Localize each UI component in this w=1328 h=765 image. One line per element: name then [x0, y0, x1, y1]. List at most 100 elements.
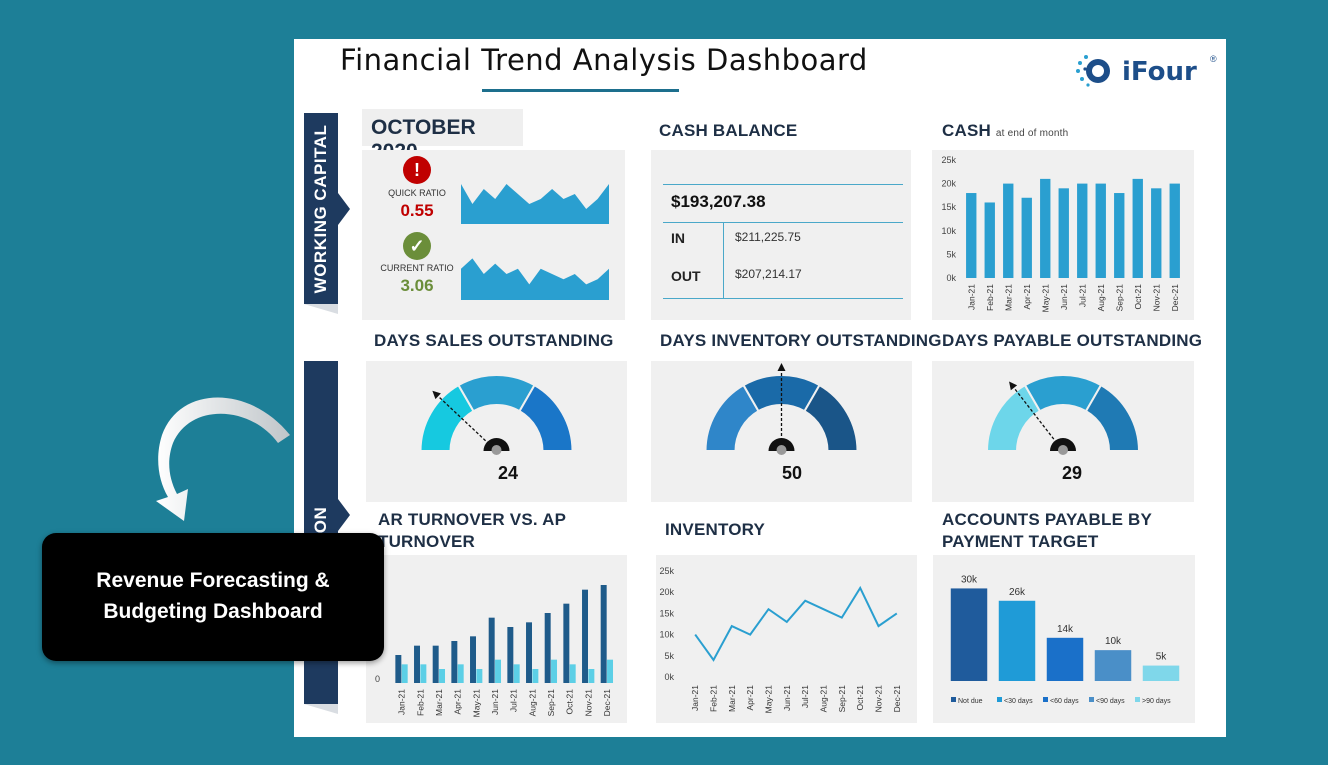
tick-label: Feb-21 [415, 689, 425, 716]
gauge-hub-center [1058, 445, 1068, 455]
banner-fold-2 [304, 704, 338, 714]
bar [588, 669, 595, 683]
bar [395, 655, 402, 683]
bar [1142, 665, 1180, 681]
days-sales-gauge [419, 374, 574, 455]
bar [495, 659, 502, 683]
sparkline-area [461, 184, 609, 224]
curved-arrow-icon [156, 397, 290, 521]
bar [998, 600, 1036, 681]
bar [513, 664, 520, 683]
bar [966, 193, 977, 278]
bar [1040, 178, 1051, 278]
bar [476, 669, 483, 683]
legend-label: Not due [958, 698, 983, 705]
current-ratio-sparkline [461, 258, 609, 300]
bar [1058, 188, 1069, 278]
tick-label: Nov-21 [583, 689, 593, 717]
data-label: 14k [1057, 624, 1074, 635]
y-tick-label: 25k [941, 155, 956, 165]
quick-ratio-label: QUICK RATIO [388, 188, 446, 198]
ar-ap-bar-chart: 0 Jan-21 Feb-21 Mar-21 Apr-21 May-21 Jun-21 Jul… [375, 585, 614, 717]
y-tick-label: 0k [664, 672, 674, 682]
days-sales-value: 24 [497, 463, 519, 483]
bar [551, 659, 558, 683]
bar [432, 645, 439, 683]
cash-chart-panel: 0k 5k 10k 15k 20k 25k Jan-21 Feb-21 Mar-21 Apr-21… [932, 150, 1194, 320]
check-icon: ✓ [403, 232, 431, 260]
tick-label: Jul-21 [800, 685, 810, 708]
y-tick-label: 20k [659, 587, 674, 597]
alert-icon: ! [403, 156, 431, 184]
month-box: OCTOBER 2020 [362, 109, 523, 163]
tick-label: Apr-21 [1022, 284, 1032, 310]
callout-line-2: Budgeting Dashboard [103, 600, 323, 623]
tick-label: Jan-21 [397, 689, 407, 715]
gauge-hub-center [491, 445, 502, 455]
tick-label: Mar-21 [727, 685, 737, 712]
tick-label: Dec-21 [892, 685, 902, 713]
bar [1021, 197, 1032, 278]
dashboard-card: Financial Trend Analysis Dashboard iFour… [294, 39, 1226, 737]
legend-label: <30 days [1004, 698, 1033, 705]
tick-label: Jan-21 [690, 685, 700, 711]
cash-balance-title: CASH BALANCE [659, 121, 798, 140]
table-line [663, 222, 903, 223]
tick-label: Sep-21 [546, 689, 556, 717]
cash-title-text: CASH [942, 121, 991, 140]
cash-balance-panel: $193,207.38 IN $211,225.75 OUT $207,214.… [651, 150, 911, 320]
cash-in-value: $211,225.75 [735, 230, 801, 244]
bar [950, 588, 988, 681]
data-label: 26k [1009, 587, 1026, 598]
bar [582, 589, 588, 683]
bar [600, 585, 607, 683]
inventory-line-chart: 0k 5k 10k 15k 20k 25k Jan-21 Feb-21 Mar-21 Apr-21… [659, 566, 902, 713]
bar [1169, 183, 1180, 278]
bar [420, 664, 427, 683]
y-tick-label: 5k [664, 651, 674, 661]
bar [488, 617, 495, 683]
banner-arrow-2 [338, 499, 350, 531]
bar [607, 659, 614, 683]
inventory-panel: 0k 5k 10k 15k 20k 25k Jan-21 Feb-21 Mar-21 Apr-21… [656, 555, 917, 723]
working-capital-label: WORKING CAPITAL [311, 124, 330, 293]
days-sales-panel: 24 [366, 361, 627, 502]
y-tick-label: 10k [659, 630, 674, 640]
tick-label: Nov-21 [874, 685, 884, 713]
ar-ap-panel: 0 Jan-21 Feb-21 Mar-21 Apr-21 May-21 Jun-21 Jul… [366, 555, 627, 723]
logo-registered-mark: ® [1210, 54, 1217, 64]
inventory-title: INVENTORY [665, 520, 766, 539]
data-label: 5k [1156, 652, 1168, 663]
legend-label: <90 days [1096, 698, 1125, 705]
tick-label: Dec-21 [602, 689, 612, 717]
cash-title: CASH at end of month [942, 121, 1068, 141]
ar-ap-title-2: TURNOVER [378, 532, 475, 551]
data-label: 10k [1105, 636, 1122, 647]
legend-swatch [1135, 697, 1140, 702]
days-inventory-value: 50 [781, 463, 803, 483]
bar [532, 669, 539, 683]
gauge-hub [768, 438, 795, 451]
bar [1094, 650, 1132, 681]
tick-label: Sep-21 [837, 685, 847, 713]
table-line [663, 184, 903, 185]
days-payable-value: 29 [1061, 463, 1083, 483]
legend-label: <60 days [1050, 698, 1079, 705]
bar [451, 641, 458, 683]
tick-label: Jul-21 [1077, 284, 1087, 307]
bar [569, 664, 576, 683]
current-ratio-value: 3.06 [400, 276, 434, 295]
bar [439, 669, 446, 683]
cash-balance-table: $193,207.38 IN $211,225.75 OUT $207,214.… [663, 184, 903, 300]
sparkline-area [461, 258, 609, 300]
gauge-hub [483, 438, 510, 451]
bar [563, 603, 570, 683]
bar [507, 627, 514, 683]
gauge-segment [803, 383, 859, 452]
tick-label: Mar-21 [434, 689, 444, 716]
ap-target-panel: 30k Not due 26k <30 days 14k <60 days 10k <90 d… [933, 555, 1195, 723]
cash-out-label: OUT [671, 268, 701, 284]
bar [457, 664, 464, 683]
revenue-forecasting-callout[interactable]: Revenue Forecasting & Budgeting Dashboar… [42, 533, 384, 661]
days-sales-title: DAYS SALES OUTSTANDING [374, 331, 614, 350]
